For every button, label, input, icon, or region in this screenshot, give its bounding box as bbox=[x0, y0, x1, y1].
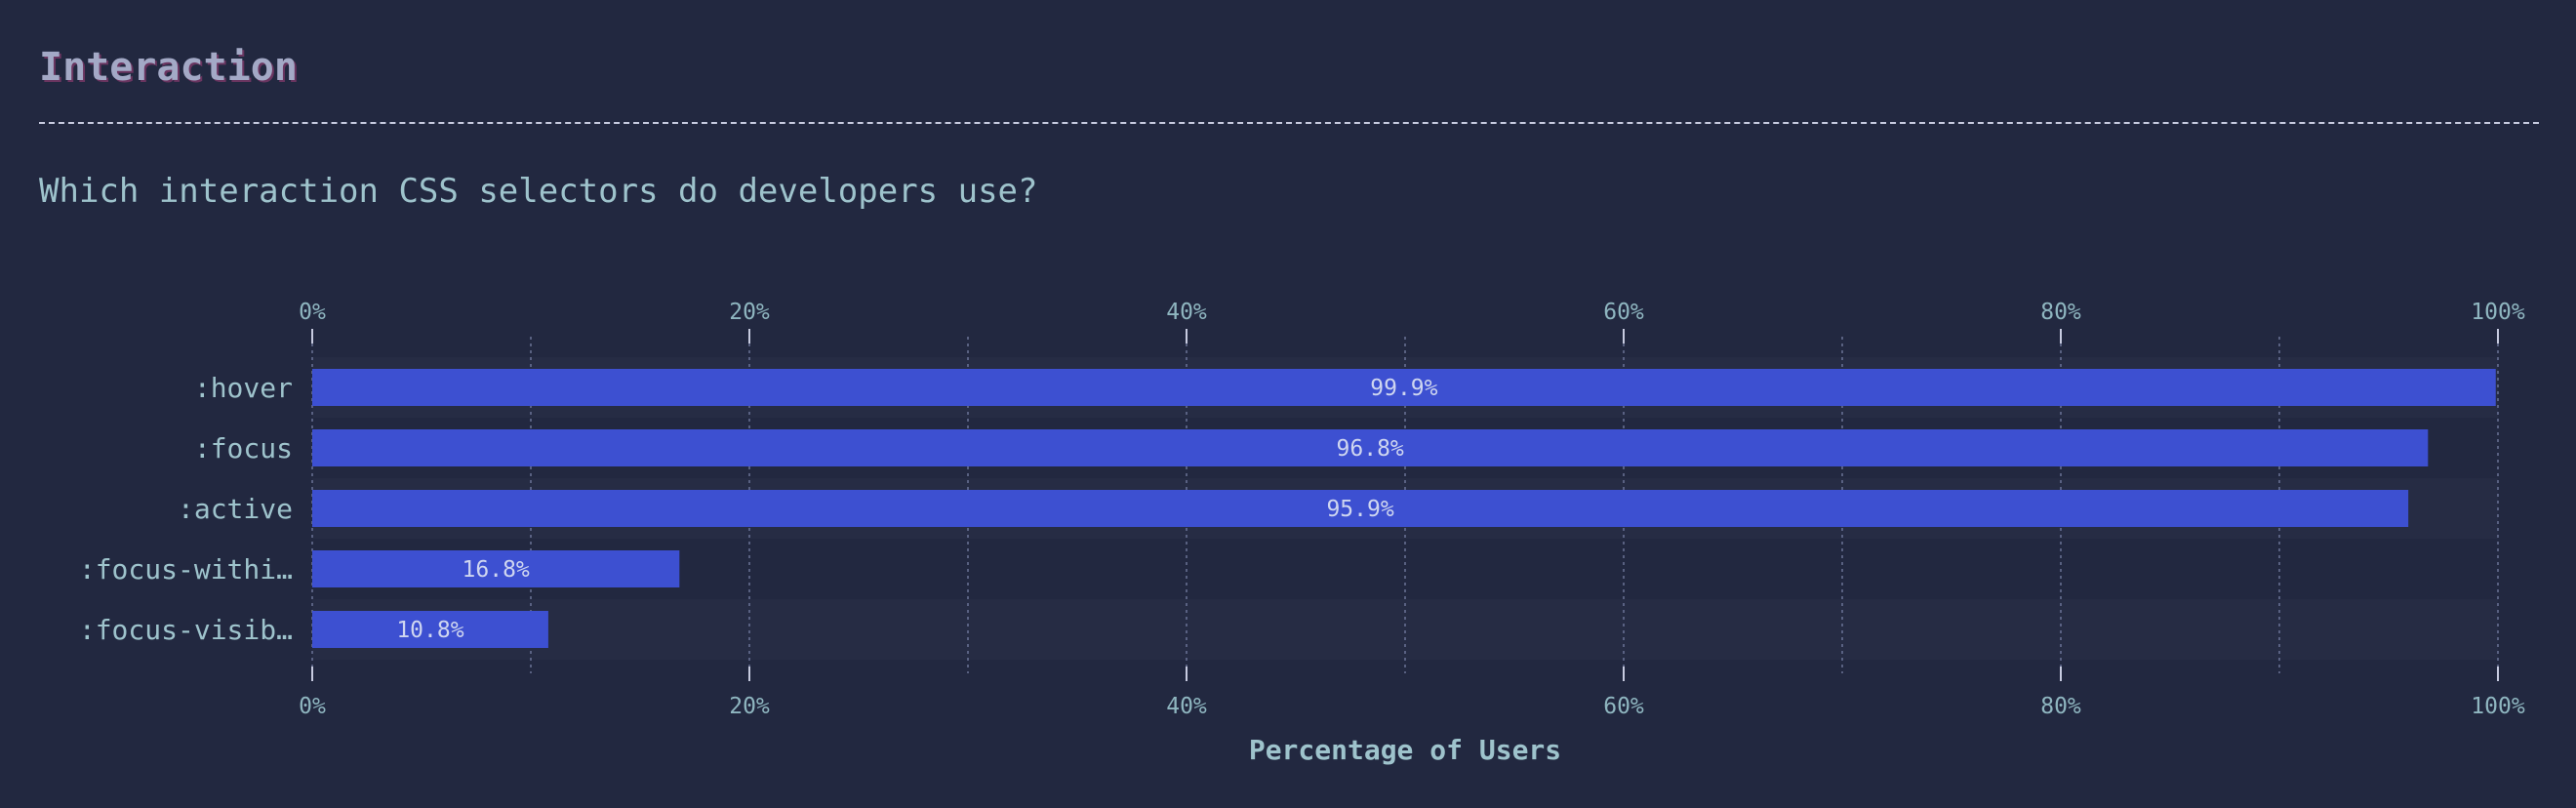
bar bbox=[312, 611, 548, 648]
bottom-tick-label: 40% bbox=[1166, 694, 1207, 719]
bottom-tick-label: 0% bbox=[299, 694, 326, 719]
bars bbox=[312, 369, 2496, 648]
category-label: :active bbox=[178, 493, 293, 525]
category-label: :focus bbox=[194, 432, 293, 465]
top-axis-ticks: 0% 20% 40% 60% 80% 100% bbox=[299, 300, 2525, 325]
chart-title: Which interaction CSS selectors do devel… bbox=[39, 172, 1038, 211]
top-tick-label: 100% bbox=[2471, 300, 2525, 325]
x-axis-title: Percentage of Users bbox=[1249, 734, 1561, 766]
category-label: :focus-withi… bbox=[79, 553, 293, 586]
top-tick-label: 40% bbox=[1166, 300, 1207, 325]
bar-value-label: 16.8% bbox=[463, 557, 530, 583]
section-title: Interaction bbox=[39, 45, 298, 90]
bar-value-label: 10.8% bbox=[396, 618, 463, 643]
top-tick-label: 60% bbox=[1603, 300, 1644, 325]
bar bbox=[312, 550, 680, 587]
bar-value-label: 96.8% bbox=[1337, 436, 1404, 462]
title-divider bbox=[39, 122, 2539, 124]
bottom-tick-label: 60% bbox=[1603, 694, 1644, 719]
category-label: :hover bbox=[194, 372, 293, 404]
bottom-tick-label: 20% bbox=[729, 694, 770, 719]
row-stripe bbox=[312, 599, 2498, 660]
bar bbox=[312, 429, 2429, 466]
category-labels: :hover :focus :active :focus-withi… :focus-v… bbox=[79, 372, 293, 646]
top-tick-label: 80% bbox=[2040, 300, 2081, 325]
top-tick-label: 20% bbox=[729, 300, 770, 325]
bottom-tick-label: 80% bbox=[2040, 694, 2081, 719]
bar-value-label: 95.9% bbox=[1326, 497, 1393, 522]
bar bbox=[312, 490, 2409, 527]
bar-value-labels: 99.9% 96.8% 95.9% 16.8% 10.8% bbox=[396, 376, 1437, 643]
bottom-tick-label: 100% bbox=[2471, 694, 2525, 719]
category-label: :focus-visib… bbox=[79, 614, 293, 646]
bar bbox=[312, 369, 2496, 406]
top-tick-label: 0% bbox=[299, 300, 326, 325]
bottom-axis-ticks: 0% 20% 40% 60% 80% 100% bbox=[299, 694, 2525, 719]
bar-value-label: 99.9% bbox=[1370, 376, 1437, 401]
